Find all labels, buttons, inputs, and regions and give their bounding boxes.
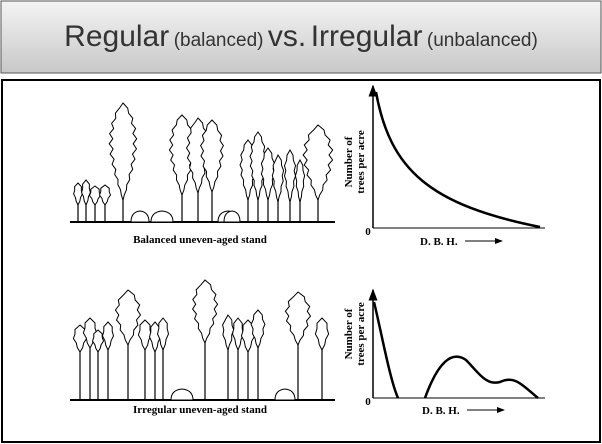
crown [81, 179, 91, 207]
title-part: (balanced) [174, 30, 264, 51]
crown [283, 148, 297, 204]
y-label: trees per acre [355, 302, 367, 366]
crown [82, 317, 98, 350]
origin-label: 0 [365, 396, 371, 408]
crown [314, 317, 330, 352]
x-label: D. B. H. [420, 236, 458, 248]
title: Regular (balanced) vs. Irregular (unbala… [64, 20, 538, 53]
crown [156, 317, 170, 352]
crown [73, 182, 83, 207]
shrub [223, 210, 241, 223]
title-part: vs. [268, 20, 306, 53]
curve [374, 91, 541, 229]
crown [108, 102, 138, 202]
crown [231, 317, 245, 352]
y-label: Number of [343, 308, 355, 359]
origin-label: 0 [365, 226, 371, 238]
y-label: trees per acre [355, 130, 367, 194]
crown [302, 124, 334, 202]
tree-illustrations [72, 102, 334, 401]
x-label: D. B. H. [422, 405, 460, 417]
y-label: Number of [343, 136, 355, 187]
crown [114, 289, 142, 347]
crown [294, 158, 306, 204]
crown [88, 185, 102, 206]
crown [271, 153, 285, 203]
crown [98, 184, 112, 206]
shrub [150, 210, 174, 223]
caption: Irregular uneven-aged stand [133, 404, 267, 416]
title-part: (unbalanced) [427, 30, 538, 51]
shrub [170, 388, 194, 401]
content-frame [1, 79, 601, 443]
crown [137, 319, 153, 352]
shrub [130, 210, 150, 223]
crown [284, 291, 312, 347]
crown [200, 119, 224, 194]
title-part: Regular [64, 20, 169, 53]
shrub [274, 388, 296, 401]
title-bar [0, 0, 602, 74]
crown [191, 279, 219, 345]
curve [372, 301, 539, 399]
crown [101, 321, 115, 352]
crown [250, 309, 266, 350]
title-part: Irregular [311, 20, 423, 53]
crown [222, 314, 235, 352]
crown [91, 329, 105, 353]
caption: Balanced uneven-aged stand [133, 234, 267, 246]
